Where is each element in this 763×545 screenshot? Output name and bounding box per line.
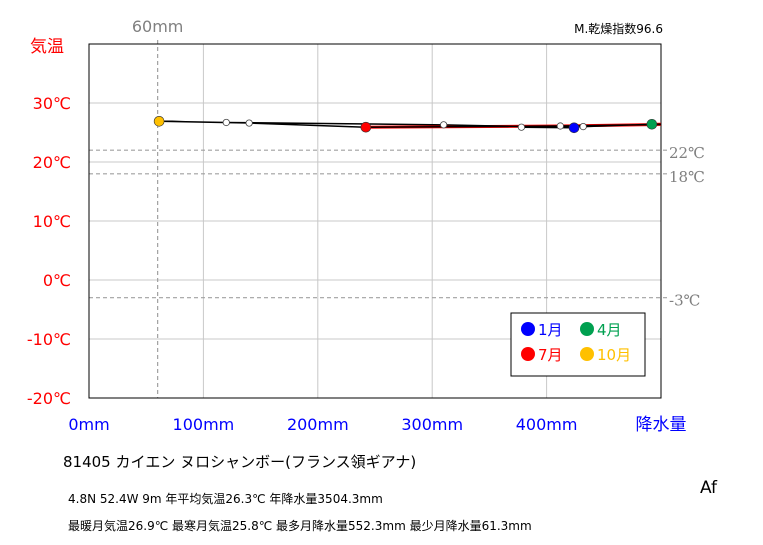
legend-label-7: 7月 (538, 346, 563, 364)
reference-line-label: -3℃ (669, 292, 700, 310)
x-tick-label: 200mm (287, 415, 349, 434)
legend-marker-7 (521, 347, 535, 361)
y-tick-label: -10℃ (27, 330, 71, 349)
climate-class-label: Af (700, 478, 718, 498)
month-point-12 (440, 121, 448, 129)
month-marker-7 (360, 121, 372, 133)
month-point-8 (245, 119, 253, 127)
month-marker-1 (568, 122, 580, 134)
month-point-11 (222, 118, 230, 127)
y-tick-label: 30℃ (33, 94, 71, 113)
x-tick-label: 0mm (68, 415, 109, 434)
legend-marker-1 (521, 322, 535, 336)
legend-label-4: 4月 (597, 321, 622, 339)
month-marker-4 (646, 118, 658, 130)
legend-label-1: 1月 (538, 321, 563, 339)
y-tick-label: 10℃ (33, 212, 71, 231)
month-point-5 (718, 120, 724, 126)
station-summary-line1: 4.8N 52.4W 9m 年平均気温26.3℃ 年降水量3504.3mm (68, 492, 383, 506)
x-tick-label: 100mm (173, 415, 235, 434)
y-tick-label: 20℃ (33, 153, 71, 172)
x-tick-label: 300mm (401, 415, 463, 434)
series-group (153, 115, 724, 134)
annotation-top-left: 60mm (132, 17, 184, 36)
month-point-3 (579, 123, 587, 131)
reference-line-label: 22℃ (669, 144, 705, 162)
y-axis-title: 気温 (30, 37, 64, 57)
plot-frame (88, 43, 662, 399)
legend-label-10: 10月 (597, 346, 631, 364)
legend-box (510, 312, 646, 377)
legend: 1月 4月 7月 10月 (510, 312, 646, 377)
reference-line-label: 18℃ (669, 168, 705, 186)
station-title: 81405 カイエン ヌロシャンボー(フランス領ギアナ) (63, 453, 417, 471)
legend-marker-10 (580, 347, 594, 361)
month-point-2 (517, 123, 526, 131)
series-line (159, 120, 661, 129)
month-marker-10 (153, 115, 165, 127)
x-axis-title: 降水量 (636, 415, 687, 435)
station-summary-line2: 最暖月気温26.9℃ 最寒月気温25.8℃ 最多月降水量552.3mm 最少月降… (68, 519, 532, 533)
y-tick-label: 0℃ (43, 271, 71, 290)
annotation-top-right: M.乾燥指数96.6 (574, 21, 663, 36)
legend-marker-4 (580, 322, 594, 336)
y-tick-label: -20℃ (27, 389, 71, 408)
x-tick-label: 400mm (516, 415, 578, 434)
month-point-6 (556, 122, 564, 130)
